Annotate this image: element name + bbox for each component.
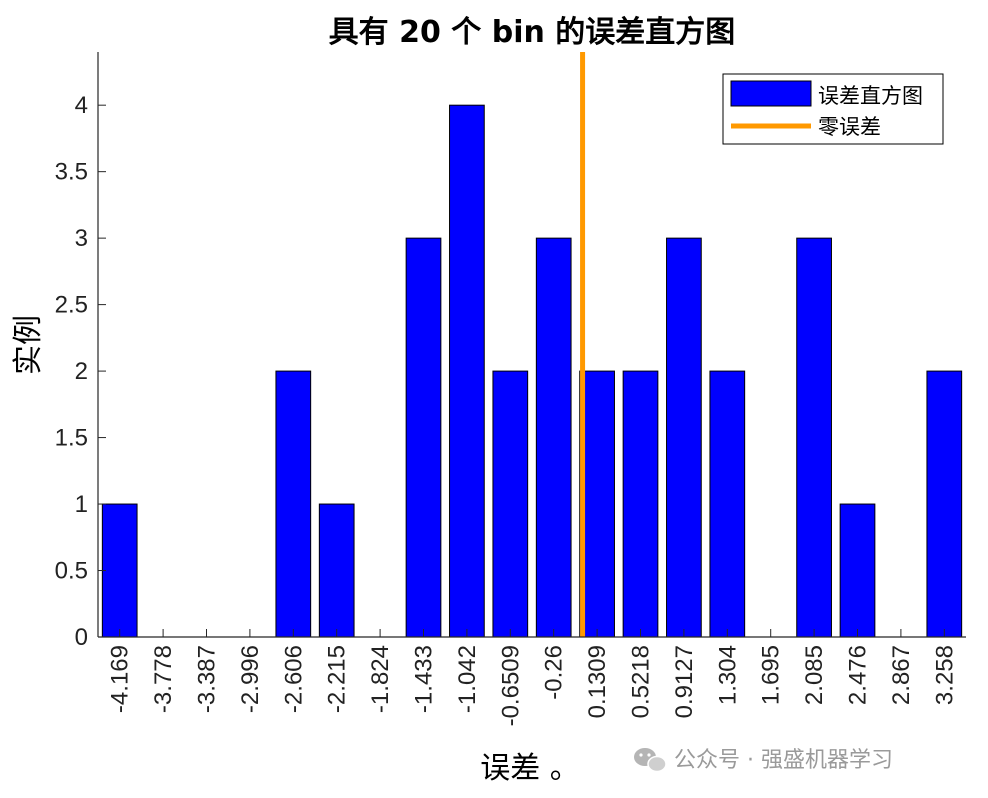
watermark-text: 公众号 · 强盛机器学习 [674,748,893,773]
legend-label-zero-line: 零误差 [818,115,881,139]
y-ticks-group: 0 0.5 1 1.5 2 2.5 3 3.5 4 [55,92,106,651]
y-tick-label-6: 3 [75,225,88,252]
bar-17 [839,503,876,638]
x-tick-label-13: 0.9127 [671,645,698,718]
y-tick-label-8: 4 [75,92,88,119]
bar-8 [449,104,485,638]
y-tick-label-2: 1 [75,491,88,518]
x-tick-label-17: 2.476 [845,645,872,705]
bar-16 [796,237,832,638]
x-tick-label-0: -4.169 [107,645,134,713]
x-tick-label-15: 1.695 [758,645,785,705]
legend-label-histogram: 误差直方图 [818,84,923,108]
x-tick-label-18: 2.867 [888,645,915,705]
y-tick-label-3: 1.5 [55,425,88,452]
x-tick-label-14: 1.304 [714,645,741,705]
x-tick-label-3: -2.996 [237,645,264,713]
x-tick-label-7: -1.433 [411,645,438,713]
x-axis-label: 误差 。 [480,751,580,786]
watermark: 公众号 · 强盛机器学习 [634,748,893,773]
bar-0 [101,503,138,638]
bar-11 [579,370,615,638]
bar-10 [535,237,572,638]
wechat-icon [634,748,667,773]
y-tick-label-4: 2 [75,358,88,385]
bar-13 [666,237,702,638]
bar-7 [405,237,442,638]
bar-14 [709,370,746,638]
x-tick-label-9: -0.6509 [497,645,524,726]
x-tick-label-4: -2.606 [280,645,307,713]
y-tick-label-0: 0 [75,624,88,651]
bar-9 [492,370,529,638]
bar-4 [275,370,312,638]
x-ticks-group: -4.169 -3.778 -3.387 -2.996 -2.606 -2.215 -1.8… [107,629,958,726]
x-tick-label-5: -2.215 [324,645,351,713]
x-tick-label-11: 0.1309 [584,645,611,718]
y-tick-label-1: 0.5 [55,558,88,585]
chart-title: 具有 20 个 bin 的误差直方图 [329,15,736,50]
axes-group [97,52,966,638]
x-tick-label-10: -0.26 [541,645,568,700]
x-tick-label-2: -3.387 [194,645,221,713]
x-tick-label-1: -3.778 [150,645,177,713]
x-tick-label-16: 2.085 [801,645,828,705]
y-tick-label-7: 3.5 [55,159,88,186]
x-tick-label-12: 0.5218 [628,645,655,718]
bar-12 [622,370,659,638]
bars-group [101,104,963,638]
x-tick-label-6: -1.824 [367,645,394,713]
legend-swatch-histogram [730,80,812,107]
x-tick-label-8: -1.042 [454,645,481,713]
legend: 误差直方图 零误差 [722,73,944,145]
y-axis-label: 实例 [11,315,46,375]
y-tick-label-5: 2.5 [55,292,88,319]
bar-5 [318,503,355,638]
x-tick-label-19: 3.258 [931,645,958,705]
bar-19 [926,370,963,638]
